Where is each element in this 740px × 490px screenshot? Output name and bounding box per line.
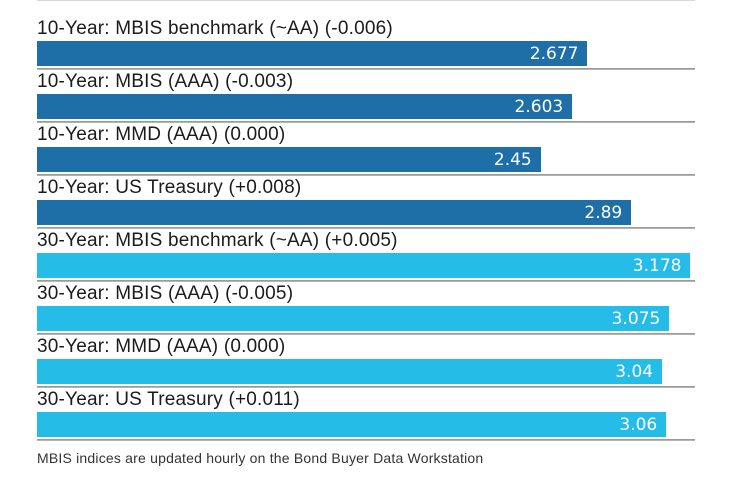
- top-crop-line: [37, 0, 695, 1]
- bar-label: 30-Year: MBIS (AAA) (-0.005): [37, 283, 294, 304]
- bar-track: 2.45: [37, 147, 695, 172]
- bar: 3.04: [37, 359, 663, 384]
- bar: 3.178: [37, 253, 691, 278]
- bar: 3.06: [37, 412, 667, 437]
- bar-track: 3.04: [37, 359, 695, 384]
- bar-row: 10-Year: MBIS benchmark (~AA) (-0.006) 2…: [37, 18, 695, 71]
- bar-label: 30-Year: MBIS benchmark (~AA) (+0.005): [37, 230, 398, 251]
- row-separator: [37, 121, 695, 123]
- bar-track: 3.075: [37, 306, 695, 331]
- bar-value-label: 3.04: [615, 361, 654, 382]
- bar-value-label: 3.06: [619, 414, 658, 435]
- bar-value-label: 2.45: [493, 149, 532, 170]
- row-separator: [37, 386, 695, 388]
- bar-label: 10-Year: US Treasury (+0.008): [37, 177, 302, 198]
- row-separator: [37, 68, 695, 70]
- bar-track: 2.89: [37, 200, 695, 225]
- bar-track: 2.677: [37, 41, 695, 66]
- bar-label: 30-Year: US Treasury (+0.011): [37, 389, 300, 410]
- bar-row: 30-Year: MBIS (AAA) (-0.005) 3.075: [37, 283, 695, 336]
- row-separator: [37, 227, 695, 229]
- bar-row: 30-Year: MBIS benchmark (~AA) (+0.005) 3…: [37, 230, 695, 283]
- bar-label: 30-Year: MMD (AAA) (0.000): [37, 336, 286, 357]
- bar-row: 10-Year: MMD (AAA) (0.000) 2.45: [37, 124, 695, 177]
- bar-row: 10-Year: MBIS (AAA) (-0.003) 2.603: [37, 71, 695, 124]
- row-separator: [37, 439, 695, 441]
- bar-label: 10-Year: MBIS (AAA) (-0.003): [37, 71, 294, 92]
- bar-value-label: 2.89: [584, 202, 623, 223]
- bar: 2.89: [37, 200, 632, 225]
- bar-row: 10-Year: US Treasury (+0.008) 2.89: [37, 177, 695, 230]
- bar-label: 10-Year: MBIS benchmark (~AA) (-0.006): [37, 18, 393, 39]
- bar-row: 30-Year: US Treasury (+0.011) 3.06: [37, 389, 695, 442]
- bar-track: 3.178: [37, 253, 695, 278]
- bar-label: 10-Year: MMD (AAA) (0.000): [37, 124, 286, 145]
- bar: 2.677: [37, 41, 588, 66]
- bar-track: 3.06: [37, 412, 695, 437]
- bar-track: 2.603: [37, 94, 695, 119]
- bar-value-label: 2.603: [514, 96, 564, 117]
- bond-yield-bar-chart: 10-Year: MBIS benchmark (~AA) (-0.006) 2…: [37, 0, 695, 466]
- bar-value-label: 2.677: [529, 43, 579, 64]
- row-separator: [37, 174, 695, 176]
- bar: 2.45: [37, 147, 541, 172]
- bar-rows: 10-Year: MBIS benchmark (~AA) (-0.006) 2…: [37, 18, 695, 442]
- row-separator: [37, 280, 695, 282]
- bar-value-label: 3.178: [632, 255, 682, 276]
- row-separator: [37, 333, 695, 335]
- footer-note: MBIS indices are updated hourly on the B…: [37, 450, 484, 466]
- bar-row: 30-Year: MMD (AAA) (0.000) 3.04: [37, 336, 695, 389]
- bar-value-label: 3.075: [611, 308, 661, 329]
- bar: 2.603: [37, 94, 573, 119]
- bar: 3.075: [37, 306, 670, 331]
